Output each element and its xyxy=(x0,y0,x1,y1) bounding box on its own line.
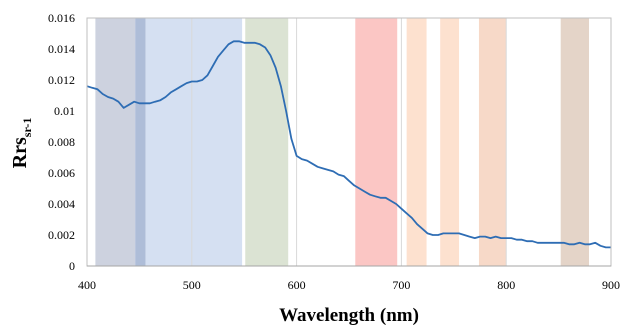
x-tick-label: 600 xyxy=(288,278,306,292)
band-0 xyxy=(95,18,136,266)
band-2 xyxy=(145,18,243,266)
band-8 xyxy=(560,18,589,266)
band-4 xyxy=(355,18,398,266)
x-axis-label: Wavelength (nm) xyxy=(279,305,419,325)
band-1 xyxy=(135,18,146,266)
band-5 xyxy=(406,18,427,266)
x-tick-label: 900 xyxy=(602,278,620,292)
x-tick-label: 500 xyxy=(183,278,201,292)
x-tick-labels: 400 500 600 700 800 900 xyxy=(78,278,620,292)
y-tick-label: 0.016 xyxy=(48,11,75,25)
y-axis-label-main: Rrs xyxy=(9,137,31,168)
y-axis-label: Rrssr-1 xyxy=(9,118,34,169)
highlight-bands xyxy=(95,18,589,266)
y-tick-label: 0.004 xyxy=(48,197,75,211)
y-tick-label: 0 xyxy=(69,259,75,273)
y-tick-label: 0.008 xyxy=(48,135,75,149)
y-axis-label-subscript: sr-1 xyxy=(20,118,34,138)
band-6 xyxy=(440,18,460,266)
x-tick-label: 700 xyxy=(392,278,410,292)
y-tick-label: 0.006 xyxy=(48,166,75,180)
axes xyxy=(86,17,612,267)
x-tick-label: 400 xyxy=(78,278,96,292)
gridlines xyxy=(191,18,507,266)
x-tick-label: 800 xyxy=(497,278,515,292)
y-tick-label: 0.012 xyxy=(48,73,75,87)
y-tick-label: 0.01 xyxy=(54,104,75,118)
series-line-0 xyxy=(86,40,611,249)
y-tick-label: 0.014 xyxy=(48,42,75,56)
y-tick-labels: 0 0.002 0.004 0.006 0.008 0.01 0.012 0.014 0.016 xyxy=(48,11,75,273)
band-3 xyxy=(245,18,289,266)
y-tick-label: 0.002 xyxy=(48,228,75,242)
series-layer xyxy=(86,40,611,249)
band-7 xyxy=(478,18,507,266)
